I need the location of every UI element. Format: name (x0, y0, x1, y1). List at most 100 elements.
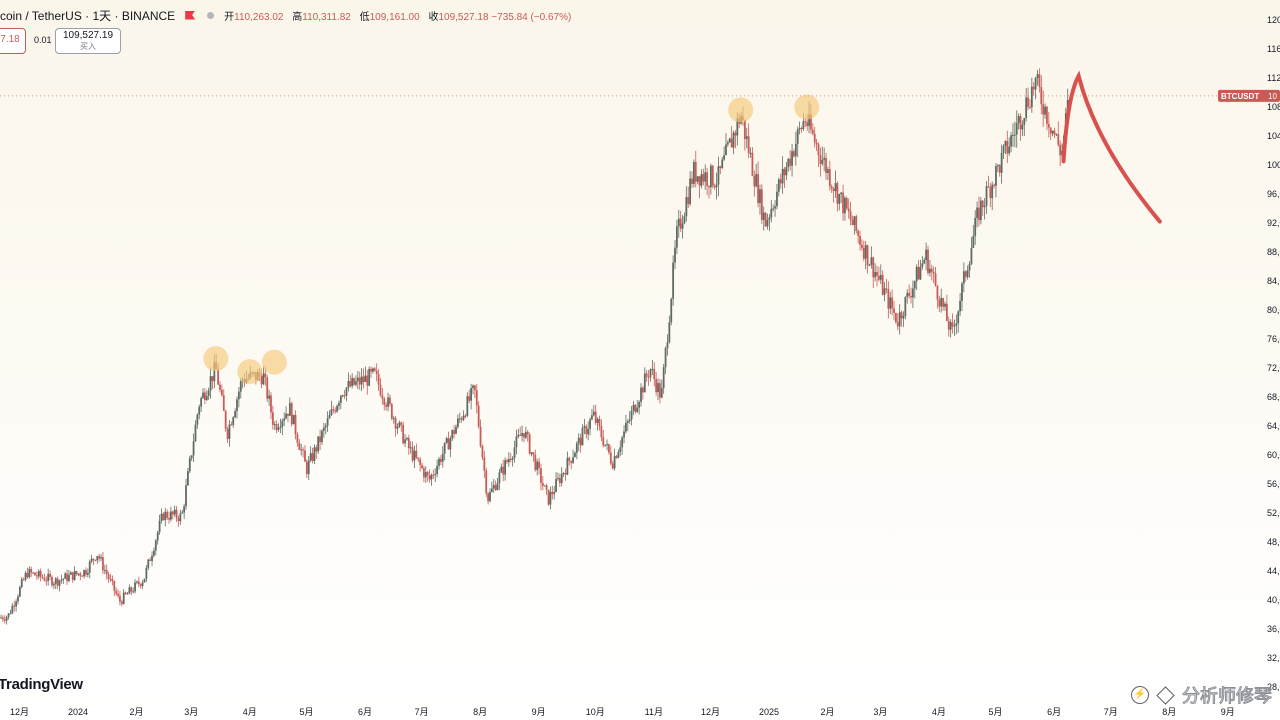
candle-body (462, 415, 465, 420)
candle-body (766, 219, 769, 227)
candle-body (37, 571, 40, 577)
candle-body (115, 590, 118, 594)
buy-button[interactable]: 109,527.19 买入 (55, 28, 121, 54)
candle-body (581, 427, 584, 446)
candle-body (564, 472, 567, 475)
candle-body (587, 428, 590, 435)
candle-body (543, 485, 546, 487)
candle-body (998, 165, 1001, 173)
candle-body (137, 581, 140, 585)
candle-body (154, 540, 157, 551)
candle-body (713, 185, 716, 188)
candle-body (608, 444, 610, 453)
candle-body (675, 226, 678, 248)
candle-body (209, 376, 212, 391)
candle-body (966, 270, 969, 277)
candle-body (41, 576, 44, 578)
candle-body (513, 447, 516, 459)
candle-body (298, 442, 301, 450)
close-value: 109,527.18 −735.84 (−0.67%) (438, 11, 572, 23)
candle-body (470, 388, 473, 401)
candle-body (1032, 86, 1035, 90)
candle-body (368, 368, 371, 386)
candle-body (304, 450, 306, 462)
candle-body (321, 430, 323, 443)
candle-body (309, 453, 312, 461)
candle-body (143, 578, 146, 583)
candle-body (117, 593, 119, 596)
candle-body (706, 172, 709, 186)
candle-body (273, 424, 276, 426)
candle-body (964, 271, 967, 277)
candle-body (842, 192, 844, 214)
sell-button[interactable]: 7.18 (0, 28, 26, 54)
candle-body (366, 375, 369, 386)
candle-body (719, 166, 722, 168)
candle-body (324, 425, 327, 428)
candle-body (343, 395, 346, 397)
candle-body (1017, 116, 1020, 124)
candle-body (411, 447, 414, 461)
candle-body (1, 617, 4, 620)
candle-body (793, 151, 795, 157)
x-tick-label: 10月 (586, 707, 605, 717)
y-tick-label: 100, (1267, 160, 1280, 170)
candle-body (813, 133, 816, 143)
candle-body (379, 384, 382, 396)
candle-body (392, 418, 395, 420)
candle-body (660, 387, 663, 398)
candle-body (490, 488, 493, 492)
candle-body (708, 185, 710, 188)
candle-body (92, 558, 95, 560)
candle-body (277, 427, 280, 430)
candle-body (983, 205, 986, 208)
candle-body (171, 511, 174, 515)
candle-body (302, 449, 304, 451)
flag-icon[interactable] (185, 10, 196, 20)
candle-body (760, 189, 763, 220)
chart-header: coin / TetherUS · 1天 · BINANCE 开110,263.… (0, 6, 577, 24)
candle-body (134, 582, 136, 592)
candle-body (911, 288, 914, 298)
candle-body (364, 375, 367, 383)
candle-body (88, 561, 91, 573)
candle-body (996, 165, 999, 167)
candle-body (849, 211, 852, 221)
y-tick-label: 36,0 (1267, 624, 1280, 634)
candle-body (328, 415, 331, 419)
candle-body (572, 457, 574, 463)
candle-body (1002, 145, 1005, 153)
candle-body (17, 596, 19, 602)
candle-body (921, 263, 924, 267)
candle-body (479, 426, 482, 446)
candle-body (113, 580, 116, 591)
candle-body (783, 168, 786, 176)
candle-body (725, 144, 727, 156)
candle-body (279, 426, 282, 428)
symbol-title[interactable]: coin / TetherUS · 1天 · BINANCE (0, 8, 176, 23)
candle-body (7, 613, 10, 618)
candle-body (955, 323, 958, 326)
candle-body (755, 174, 758, 187)
candle-body (940, 297, 943, 307)
tradingview-logo: TradingView (0, 676, 83, 693)
candle-body (153, 550, 155, 556)
candle-body (202, 392, 204, 399)
candle-body (819, 155, 822, 164)
candle-body (947, 320, 950, 330)
candle-body (1013, 134, 1016, 136)
candle-body (770, 208, 773, 218)
candle-body (872, 257, 875, 278)
candle-body (413, 450, 416, 461)
highlight-circle (728, 97, 754, 123)
candle-body (483, 457, 486, 471)
candle-body (1030, 86, 1033, 108)
candle-body (1040, 86, 1043, 105)
candle-body (288, 403, 291, 416)
candle-body (691, 178, 693, 184)
candle-body (1055, 134, 1058, 136)
candle-body (936, 285, 939, 300)
candle-body (194, 424, 197, 442)
candle-body (674, 247, 676, 263)
